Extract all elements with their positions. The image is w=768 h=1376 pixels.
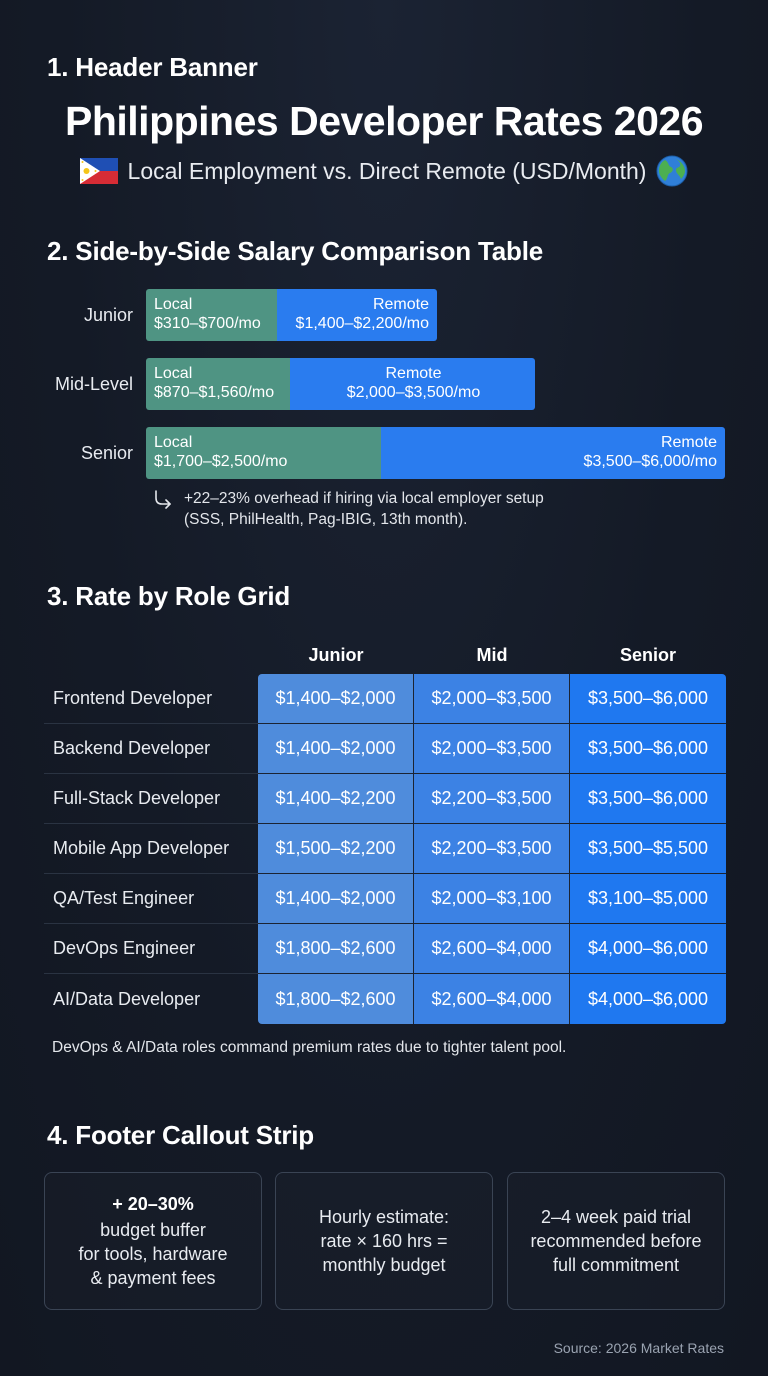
comparison-row-junior: Junior Local $310–$700/mo Remote $1,400–… — [0, 289, 768, 341]
callout-line: budget buffer — [100, 1220, 206, 1240]
rate-cell-junior: $1,400–$2,200 — [258, 774, 414, 824]
rate-cell-senior: $3,500–$6,000 — [570, 674, 726, 724]
level-label: Mid-Level — [54, 373, 133, 394]
subtitle: Local Employment vs. Direct Remote (USD/… — [127, 157, 647, 184]
comparison-row-mid: Mid-Level Local $870–$1,560/mo Remote $2… — [0, 358, 768, 410]
column-header-junior: Junior — [308, 644, 364, 665]
rate-cell-mid: $2,000–$3,500 — [414, 724, 570, 774]
section-heading-comparison: 2. Side-by-Side Salary Comparison Table — [47, 236, 543, 266]
rate-cell-mid: $2,600–$4,000 — [414, 924, 570, 974]
table-row: QA/Test Engineer $1,400–$2,000 $2,000–$3… — [44, 874, 726, 924]
local-label: Local — [154, 434, 193, 451]
table-row: Mobile App Developer $1,500–$2,200 $2,20… — [44, 824, 726, 874]
level-label: Senior — [80, 442, 133, 463]
callout-card-paid-trial: 2–4 week paid trial recommended before f… — [507, 1172, 725, 1310]
callout-line: for tools, hardware — [78, 1244, 228, 1264]
local-label: Local — [154, 365, 193, 382]
rate-cell-junior: $1,800–$2,600 — [258, 924, 414, 974]
local-label: Local — [154, 296, 193, 313]
rate-cell-senior: $3,500–$6,000 — [570, 774, 726, 824]
local-segment: Local $1,700–$2,500/mo — [146, 427, 381, 479]
source-credit: Source: 2026 Market Rates — [553, 1340, 724, 1356]
remote-range: $2,000–$3,500/mo — [346, 384, 481, 401]
remote-segment: Remote $2,000–$3,500/mo — [290, 358, 535, 410]
rate-cell-junior: $1,400–$2,000 — [258, 874, 414, 924]
rate-cell-senior: $4,000–$6,000 — [570, 974, 726, 1024]
comparison-bar: Local $310–$700/mo Remote $1,400–$2,200/… — [146, 289, 437, 341]
role-name: Backend Developer — [44, 724, 258, 774]
callout-line: 2–4 week paid trial — [540, 1207, 692, 1227]
rate-grid: Junior Mid Senior Frontend Developer $1,… — [44, 636, 726, 1024]
rate-cell-mid: $2,000–$3,500 — [414, 674, 570, 724]
section-heading-grid: 3. Rate by Role Grid — [47, 581, 291, 611]
philippines-flag-icon — [79, 158, 118, 184]
callout-line: recommended before — [530, 1231, 702, 1251]
rate-cell-senior: $3,100–$5,000 — [570, 874, 726, 924]
remote-label: Remote — [385, 365, 442, 382]
role-name: Mobile App Developer — [44, 824, 258, 874]
rate-cell-mid: $2,200–$3,500 — [414, 824, 570, 874]
overhead-note-line-2: (SSS, PhilHealth, Pag-IBIG, 13th month). — [184, 511, 468, 528]
overhead-note: +22–23% overhead if hiring via local emp… — [152, 488, 544, 530]
rate-cell-junior: $1,800–$2,600 — [258, 974, 414, 1024]
rate-cell-senior: $3,500–$6,000 — [570, 724, 726, 774]
grid-header: Junior Mid Senior — [44, 636, 726, 674]
rate-cell-junior: $1,400–$2,000 — [258, 674, 414, 724]
role-name: DevOps Engineer — [44, 924, 258, 974]
grid-note: DevOps & AI/Data roles command premium r… — [52, 1039, 567, 1056]
section-heading-header: 1. Header Banner — [47, 52, 258, 82]
column-header-senior: Senior — [619, 644, 676, 665]
callout-line: monthly budget — [322, 1255, 446, 1275]
remote-label: Remote — [372, 296, 429, 313]
remote-segment: Remote $3,500–$6,000/mo — [381, 427, 725, 479]
page-title: Philippines Developer Rates 2026 — [65, 98, 704, 144]
remote-label: Remote — [660, 434, 717, 451]
overhead-note-line-1: +22–23% overhead if hiring via local emp… — [184, 490, 544, 507]
callout-line: & payment fees — [90, 1268, 216, 1288]
return-arrow-icon — [155, 490, 171, 509]
remote-segment: Remote $1,400–$2,200/mo — [277, 289, 437, 341]
subtitle-row: Local Employment vs. Direct Remote (USD/… — [0, 155, 768, 187]
table-row: Full-Stack Developer $1,400–$2,200 $2,20… — [44, 774, 726, 824]
local-range: $870–$1,560/mo — [154, 384, 275, 401]
callout-line: Hourly estimate: — [318, 1207, 450, 1227]
role-name: Full-Stack Developer — [44, 774, 258, 824]
rate-cell-mid: $2,000–$3,100 — [414, 874, 570, 924]
table-row: Backend Developer $1,400–$2,000 $2,000–$… — [44, 724, 726, 774]
remote-range: $3,500–$6,000/mo — [583, 453, 717, 470]
table-row: AI/Data Developer $1,800–$2,600 $2,600–$… — [44, 974, 726, 1024]
comparison-bar: Local $870–$1,560/mo Remote $2,000–$3,50… — [146, 358, 535, 410]
local-range: $310–$700/mo — [154, 315, 261, 332]
callout-line: full commitment — [552, 1255, 680, 1275]
rate-cell-junior: $1,400–$2,000 — [258, 724, 414, 774]
callout-card-hourly-estimate: Hourly estimate: rate × 160 hrs = monthl… — [275, 1172, 493, 1310]
callout-line: rate × 160 hrs = — [320, 1231, 448, 1251]
level-label: Junior — [83, 304, 133, 325]
rate-cell-mid: $2,600–$4,000 — [414, 974, 570, 1024]
section-heading-footer: 4. Footer Callout Strip — [47, 1120, 314, 1150]
rate-cell-senior: $4,000–$6,000 — [570, 924, 726, 974]
rate-cell-senior: $3,500–$5,500 — [570, 824, 726, 874]
comparison-row-senior: Senior Local $1,700–$2,500/mo Remote $3,… — [0, 427, 768, 479]
table-row: DevOps Engineer $1,800–$2,600 $2,600–$4,… — [44, 924, 726, 974]
local-range: $1,700–$2,500/mo — [154, 453, 288, 470]
local-segment: Local $310–$700/mo — [146, 289, 277, 341]
globe-icon — [656, 155, 688, 187]
column-header-mid: Mid — [476, 644, 508, 665]
role-name: AI/Data Developer — [53, 988, 201, 1009]
callout-highlight: + 20–30% — [112, 1194, 194, 1214]
comparison-bar: Local $1,700–$2,500/mo Remote $3,500–$6,… — [146, 427, 725, 479]
table-row: Frontend Developer $1,400–$2,000 $2,000–… — [44, 674, 726, 724]
local-segment: Local $870–$1,560/mo — [146, 358, 290, 410]
rate-cell-mid: $2,200–$3,500 — [414, 774, 570, 824]
role-name: QA/Test Engineer — [44, 874, 258, 924]
grid-body: Frontend Developer $1,400–$2,000 $2,000–… — [44, 674, 726, 1024]
callout-card-budget-buffer: + 20–30% budget buffer for tools, hardwa… — [44, 1172, 262, 1310]
role-name: Frontend Developer — [44, 674, 258, 724]
rate-cell-junior: $1,500–$2,200 — [258, 824, 414, 874]
remote-range: $1,400–$2,200/mo — [295, 315, 429, 332]
